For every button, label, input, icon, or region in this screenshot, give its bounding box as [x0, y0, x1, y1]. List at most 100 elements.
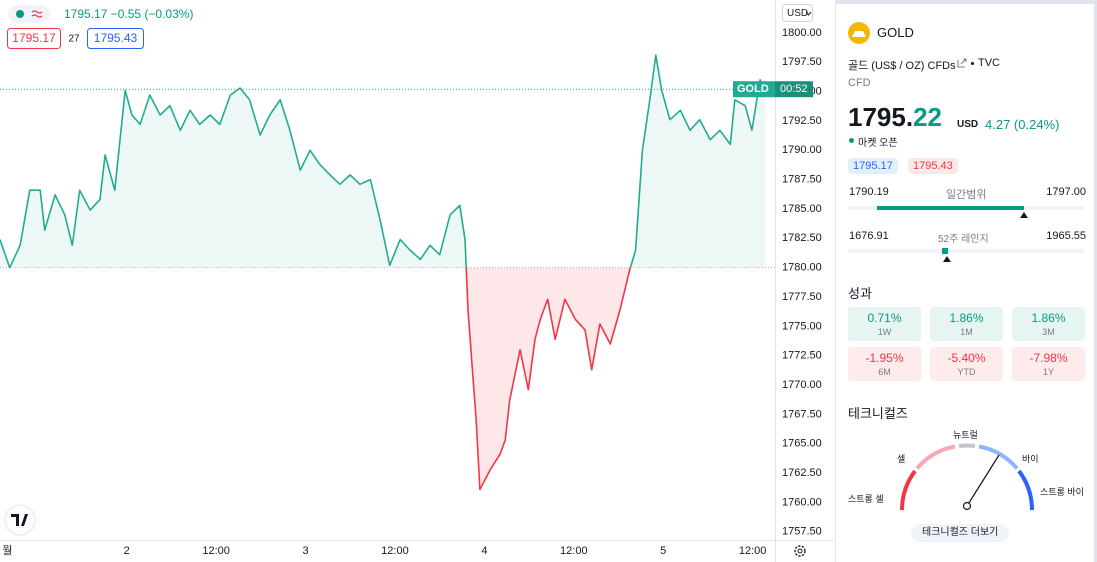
settings-gear-hub	[797, 548, 803, 554]
performance-value: -1.95%	[865, 351, 904, 365]
day-range-marker	[1020, 212, 1028, 218]
performance-value: 0.71%	[867, 311, 902, 325]
y-tick-label: 1777.50	[782, 291, 822, 303]
bid-chip: 1795.17	[848, 158, 898, 174]
y-tick-label: 1767.50	[782, 408, 822, 420]
countdown-tag	[775, 81, 813, 98]
axes: 1757.50 1760.00 1762.50 1765.00 1767.50 1770.…	[2, 27, 821, 557]
performance-tile: 1.86% 3M	[1012, 307, 1085, 341]
performance-period: 3M	[1042, 327, 1055, 337]
symbol-price-tag	[733, 81, 775, 98]
gauge-neutral: 뉴트럴	[953, 430, 978, 440]
chart: 1757.50 1760.00 1762.50 1765.00 1767.50 1770.…	[0, 0, 834, 562]
performance-period: YTD	[957, 367, 976, 377]
x-tick-label: 5	[660, 545, 666, 557]
performance-title: 성과	[848, 286, 872, 301]
top-border	[835, 0, 1097, 4]
performance-tile: 1.86% 1M	[930, 307, 1003, 341]
y-tick-label: 1782.50	[782, 232, 822, 244]
separator-dot	[971, 62, 974, 65]
performance-value: -5.40%	[947, 351, 986, 365]
legend-quote: 1795.17 −0.55 (−0.03%)	[64, 7, 193, 21]
delay-icon	[31, 10, 43, 18]
x-tick-label: 12:00	[381, 545, 409, 557]
price-change: 4.27 (0.24%)	[985, 117, 1060, 132]
bid-price: 1795.17	[12, 31, 56, 45]
x-tick-label: 4	[481, 545, 487, 557]
exchange: TVC	[978, 57, 1000, 69]
gauge-strong-buy: 스트롱 바이	[1040, 487, 1084, 497]
day-low: 1790.19	[849, 186, 889, 198]
y-tick-label: 1790.00	[782, 144, 822, 156]
y-tick-label: 1760.00	[782, 496, 822, 508]
symbol-name: GOLD	[877, 25, 914, 40]
symbol-logo	[848, 22, 870, 44]
symbol-price-tag-label: GOLD	[737, 83, 769, 95]
status-dot	[16, 10, 24, 18]
x-tick-label: 12:00	[739, 545, 767, 557]
symbol-kind: CFD	[848, 77, 871, 89]
ask-price: 1795.43	[94, 31, 138, 45]
performance-period: 1W	[877, 327, 892, 337]
year-low: 1676.91	[849, 230, 889, 242]
y-tick-label: 1775.00	[782, 320, 822, 332]
technicals-gauge	[900, 443, 1034, 511]
performance-period: 1Y	[1042, 367, 1054, 377]
currency-dropdown[interactable]	[782, 4, 813, 22]
x-tick-label: 월	[2, 544, 12, 557]
performance-value: 1.86%	[949, 311, 984, 325]
market-status: 마켓 오픈	[858, 138, 898, 149]
price-fraction: 22	[913, 102, 942, 132]
performance-tile: 0.71% 1W	[848, 307, 921, 341]
gauge-sell: 셀	[897, 454, 906, 464]
gauge-strong-sell: 스트롱 셀	[848, 494, 884, 504]
x-tick-label: 12:00	[202, 545, 230, 557]
x-tick-label: 3	[302, 545, 308, 557]
external-link[interactable]	[957, 58, 967, 68]
dropdown-chevron	[805, 11, 812, 16]
day-high: 1797.00	[1046, 186, 1086, 198]
volume: 27	[68, 34, 80, 45]
performance-period: 6M	[878, 367, 891, 377]
year-range-label: 52주 레인지	[938, 234, 989, 245]
performance-value: 1.86%	[1031, 311, 1066, 325]
day-range-label: 일간범위	[946, 189, 987, 201]
symbol-description[interactable]: 골드 (US$ / OZ) CFDs	[848, 60, 956, 72]
y-tick-label: 1780.00	[782, 262, 822, 274]
year-range-fill	[942, 248, 948, 254]
y-tick-label: 1765.00	[782, 438, 822, 450]
year-range-track	[848, 249, 1084, 253]
performance-tile: -7.98% 1Y	[1012, 347, 1085, 381]
price-main: 1795.	[848, 102, 914, 132]
market-dot	[849, 138, 854, 143]
x-tick-label: 2	[124, 545, 130, 557]
y-tick-label: 1772.50	[782, 350, 822, 362]
y-tick-label: 1762.50	[782, 467, 822, 479]
ask-box	[87, 28, 144, 49]
price-currency: USD	[957, 119, 979, 130]
year-range-marker	[943, 256, 951, 262]
logo-badge[interactable]	[4, 504, 36, 536]
logo-mark	[11, 514, 28, 526]
ask-chip: 1795.43	[908, 158, 958, 174]
y-tick-label: 1757.50	[782, 526, 822, 538]
technicals-more-button[interactable]: 테크니컬즈 더보기	[911, 524, 1010, 542]
x-tick-label: 12:00	[560, 545, 588, 557]
performance-period: 1M	[960, 327, 973, 337]
right-border	[1094, 0, 1097, 562]
baseline-area	[0, 55, 766, 490]
symbol-panel: GOLD 골드 (US$ / OZ) CFDs TVC CFD 1795.22 …	[835, 0, 1097, 562]
performance-value: -7.98%	[1029, 351, 1068, 365]
y-tick-label: 1792.50	[782, 115, 822, 127]
technicals-title: 테크니컬즈	[848, 406, 908, 421]
y-tick-label: 1787.50	[782, 174, 822, 186]
price: 1795.22	[848, 102, 942, 133]
y-tick-label: 1800.00	[782, 27, 822, 39]
plot	[0, 54, 775, 491]
settings-gear[interactable]	[794, 545, 806, 557]
gauge-buy: 바이	[1022, 454, 1039, 464]
legend-pill[interactable]	[8, 5, 50, 23]
performance-tile: -1.95% 6M	[848, 347, 921, 381]
year-high: 1965.55	[1046, 230, 1086, 242]
